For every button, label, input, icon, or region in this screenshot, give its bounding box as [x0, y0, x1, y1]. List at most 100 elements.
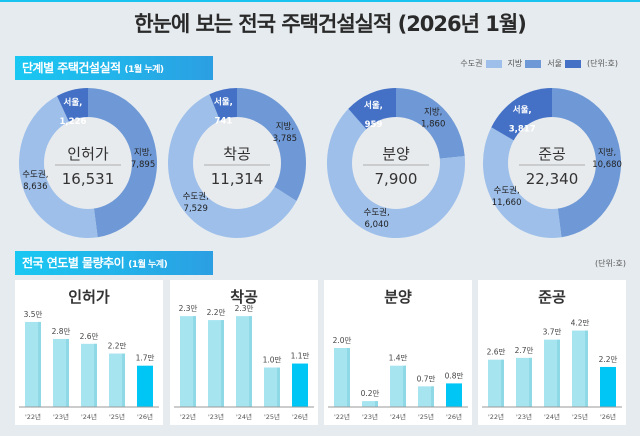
slice-label-value: 11,660 [492, 198, 522, 208]
bar-value-label: 2.6만 [80, 332, 99, 341]
bar [180, 316, 196, 407]
bar-value-label: 4.2만 [571, 319, 590, 328]
bar-shade [557, 339, 560, 407]
slice-label-local: 지방, 1,860 [421, 107, 445, 130]
bar-shade [529, 357, 532, 407]
x-tick-label: '25년 [109, 412, 125, 421]
bar [292, 363, 308, 407]
slice-label-local: 지방, 3,785 [273, 121, 297, 144]
bar-panel: 착공 2.3만 '22년 2.2만 '23년 2.3만 '24년 1.0만 '25년 1.1만 '2… [170, 280, 318, 425]
slice-label-value: 959 [365, 120, 383, 130]
section-label: 단계별 주택건설실적 [22, 61, 121, 75]
slice-label-name: 서울, [513, 104, 532, 115]
legend-label: 지방 [507, 59, 523, 68]
slice-label-value: 3,817 [509, 124, 536, 134]
section-header-stage: 단계별 주택건설실적 (1월 누계) [15, 56, 213, 80]
bar-panel: 분양 2.0만 '22년 0.2만 '23년 1.4만 '24년 0.7만 '25년 0.8만 '2… [324, 280, 472, 425]
slice-label-seoul: 서울, 1,226 [60, 97, 87, 127]
bar [488, 359, 504, 407]
bar-shade [501, 359, 504, 407]
bar [137, 365, 153, 407]
bar [264, 367, 280, 407]
x-tick-label: '22년 [488, 412, 504, 421]
panel-title: 준공 [538, 288, 566, 306]
x-tick-label: '23년 [208, 412, 224, 421]
bar-shade [277, 367, 280, 407]
x-tick-label: '26년 [600, 412, 616, 421]
bar-value-label: 0.7만 [417, 374, 436, 383]
bar-panel: 준공 2.6만 '22년 2.7만 '23년 3.7만 '24년 4.2만 '25년 2.2만 '2… [478, 280, 626, 425]
bar-value-label: 0.2만 [361, 389, 380, 398]
donut-total: 11,314 [211, 170, 264, 188]
bar [109, 353, 125, 407]
slice-label-value: 3,785 [273, 134, 297, 144]
bar-value-label: 1.1만 [291, 352, 310, 361]
slice-label-name: 서울, [364, 100, 383, 111]
legend-swatch [485, 59, 502, 68]
bar [516, 357, 532, 407]
donut-stage-label: 분양 [382, 145, 410, 163]
x-tick-label: '23년 [53, 412, 69, 421]
bar [25, 321, 41, 407]
x-tick-label: '26년 [446, 412, 462, 421]
slice-label-value: 6,040 [364, 220, 388, 230]
legend: 수도권 지방 서울 (단위:호) [460, 58, 618, 69]
top-accent-line [0, 0, 640, 2]
bar-value-label: 2.7만 [515, 346, 534, 355]
bar-shade [347, 348, 350, 407]
bar-value-label: 0.8만 [445, 371, 464, 380]
bar [418, 386, 434, 407]
slice-label-name: 지방, [276, 121, 294, 132]
bar-shade [221, 320, 224, 407]
section-sub: (1월 누계) [128, 260, 168, 270]
slice-label-value: 8,636 [23, 182, 47, 192]
bar [334, 348, 350, 407]
bar [600, 366, 616, 407]
legend-capital: 수도권 [460, 58, 502, 69]
legend-label: 수도권 [460, 59, 483, 68]
donut-total: 16,531 [62, 170, 115, 188]
donut-center [193, 117, 281, 209]
slice-label-capital: 수도권, 6,040 [364, 207, 390, 230]
donut-stage-label: 인허가 [67, 145, 109, 163]
page-title: 한눈에 보는 전국 주택건설실적 (2026년 1월) [134, 12, 527, 36]
legend-swatch [525, 59, 542, 68]
bar [236, 316, 252, 407]
slice-label-capital: 수도권, 8,636 [22, 169, 48, 192]
section-sub: (1월 누계) [124, 65, 164, 75]
legend-label: 서울 [547, 59, 562, 68]
donut-total: 22,340 [526, 170, 579, 188]
slice-label-value: 7,529 [184, 204, 208, 214]
slice-label-name: 수도권, [22, 169, 48, 180]
donut-charts: 인허가 16,531 서울, 1,226 수도권, 8,636 지방, 7,895 착공 11,3… [18, 88, 622, 239]
slice-label-value: 1,860 [421, 120, 445, 130]
bar-value-label: 2.8만 [52, 327, 71, 336]
bar-shade [66, 338, 69, 407]
slice-label-local: 지방, 10,680 [592, 147, 622, 170]
x-tick-label: '24년 [81, 412, 97, 421]
bar-value-label: 2.2만 [207, 308, 226, 317]
bar-value-label: 1.0만 [263, 356, 282, 365]
bar-shade [431, 386, 434, 407]
bar-shade [193, 316, 196, 407]
slice-label-value: 1,226 [60, 117, 87, 127]
slice-label-capital: 수도권, 11,660 [492, 185, 522, 208]
donut-center [508, 117, 596, 209]
bar-shade [38, 321, 41, 407]
slice-label-name: 수도권, [494, 185, 520, 196]
donut-center [44, 117, 132, 209]
section-header-trend: 전국 연도별 물량추이 (1월 누계) [15, 251, 213, 275]
x-tick-label: '24년 [236, 412, 252, 421]
unit-label: (단위:호) [586, 59, 618, 68]
slice-label-seoul: 서울, 959 [364, 100, 383, 130]
bar [446, 383, 462, 407]
bar-chart: 3.5만 '22년 2.8만 '23년 2.6만 '24년 2.2만 '25년 1.7만 '26년 [19, 310, 159, 421]
bar-value-label: 2.2만 [108, 342, 127, 351]
slice-label-value: 741 [215, 116, 233, 126]
bar-value-label: 2.0만 [333, 336, 352, 345]
bar-chart: 2.0만 '22년 0.2만 '23년 1.4만 '24년 0.7만 '25년 0.8만 '26년 [328, 336, 468, 421]
slice-label-seoul: 서울, 741 [214, 96, 233, 126]
x-tick-label: '25년 [572, 412, 588, 421]
bar-shade [375, 401, 378, 407]
bar-chart: 2.3만 '22년 2.2만 '23년 2.3만 '24년 1.0만 '25년 1.1만 '26년 [174, 304, 314, 421]
